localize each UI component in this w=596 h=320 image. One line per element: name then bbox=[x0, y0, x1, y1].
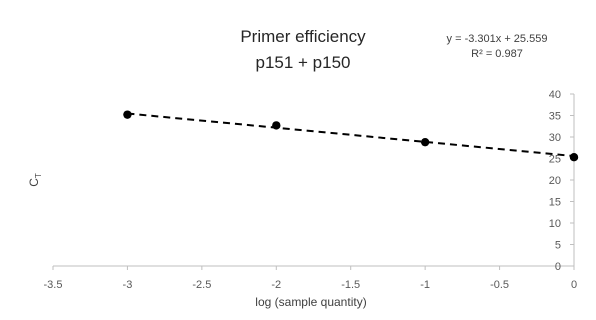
y-tick-label: 20 bbox=[549, 175, 561, 187]
points-layer bbox=[123, 110, 579, 162]
x-tick-label: -0.5 bbox=[490, 279, 509, 291]
trendline-r-squared: R² = 0.987 bbox=[471, 48, 523, 60]
x-tick-label: -1 bbox=[420, 279, 430, 291]
x-tick-label: -1.5 bbox=[341, 279, 360, 291]
y-axis-title-subscript: T bbox=[34, 173, 43, 178]
chart-title-line-1: Primer efficiency bbox=[240, 27, 366, 46]
y-tick-label: 5 bbox=[555, 240, 561, 252]
trendline-equation: y = -3.301x + 25.559 bbox=[447, 33, 548, 45]
y-tick-label: 15 bbox=[549, 197, 561, 209]
y-tick-label: 0 bbox=[555, 261, 561, 273]
svg-text:CT: CT bbox=[27, 173, 43, 187]
y-axis-title: CT bbox=[27, 173, 43, 187]
axes bbox=[52, 93, 575, 270]
x-tick-label: 0 bbox=[571, 279, 577, 291]
chart-title-line-2: p151 + p150 bbox=[255, 53, 350, 72]
y-tick-label: 25 bbox=[549, 154, 561, 166]
data-point bbox=[569, 153, 579, 162]
x-axis-title: log (sample quantity) bbox=[255, 295, 366, 309]
trendline bbox=[127, 112, 575, 158]
y-tick-label: 10 bbox=[549, 218, 561, 230]
data-point bbox=[420, 137, 430, 147]
x-tick-label: -3 bbox=[123, 279, 133, 291]
y-tick-labels: 0 5 10 15 20 25 30 35 40 bbox=[549, 89, 561, 273]
x-tick-label: -2 bbox=[271, 279, 281, 291]
x-tick-label: -2.5 bbox=[192, 279, 211, 291]
y-tick-label: 40 bbox=[549, 89, 561, 101]
y-tick-label: 30 bbox=[549, 132, 561, 144]
y-axis-title-main: C bbox=[27, 178, 41, 187]
x-tick-label: -3.5 bbox=[44, 279, 63, 291]
data-point bbox=[272, 121, 281, 130]
x-tick-labels: -3.5 -3 -2.5 -2 -1.5 -1 -0.5 0 bbox=[44, 279, 578, 291]
trendline-layer bbox=[127, 112, 575, 158]
y-tick-label: 35 bbox=[549, 111, 561, 123]
data-point bbox=[123, 110, 132, 119]
